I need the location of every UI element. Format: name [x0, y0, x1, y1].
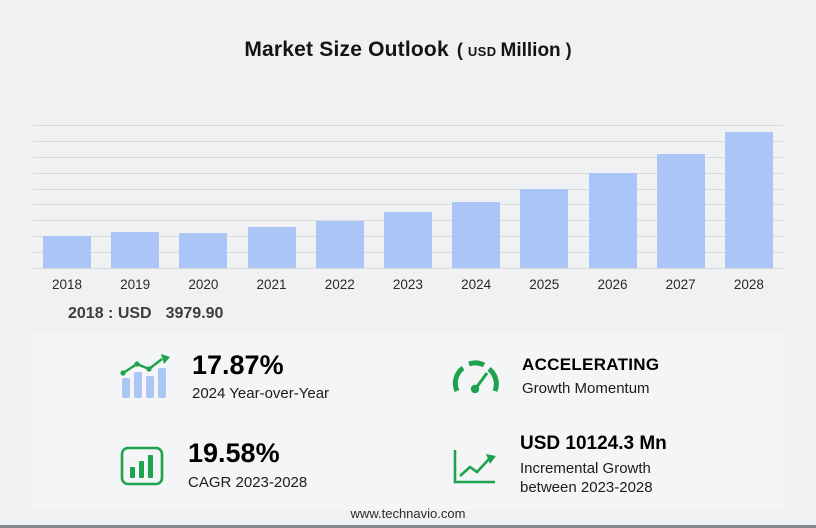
x-axis-label-2026: 2026 — [597, 277, 628, 292]
x-axis-label-2022: 2022 — [324, 277, 355, 292]
base-year-value: 3979.90 — [165, 305, 224, 322]
x-axis-label-2025: 2025 — [529, 277, 560, 292]
stat-value-momentum: ACCELERATING — [522, 355, 660, 375]
line-growth-icon — [450, 445, 498, 487]
gridline — [33, 156, 783, 158]
chart-board-icon — [118, 444, 166, 488]
x-axis-labels: 2018 2019 2020 2021 2022 2023 2024 2025 2026 2027… — [43, 277, 773, 292]
gridline — [33, 268, 783, 269]
chart-title-main: Market Size Outlook — [244, 38, 449, 61]
stats-panel: 17.87% 2024 Year-over-Year ACCELERATING … — [33, 333, 783, 510]
unit-currency: USD — [467, 44, 497, 59]
base-year-label: 2018 : USD — [68, 305, 152, 322]
gridline — [33, 140, 783, 142]
bar-growth-icon — [118, 354, 170, 400]
bar-2028 — [724, 131, 773, 268]
stat-value-incremental: USD 10124.3 Mn — [520, 432, 667, 454]
bar-2027 — [656, 154, 705, 268]
stat-label-momentum: Growth Momentum — [522, 379, 650, 397]
stat-cagr: 19.58% CAGR 2023-2028 — [33, 422, 408, 511]
stat-text: USD 10124.3 Mn Incremental Growth betwee… — [520, 432, 705, 498]
stat-text: ACCELERATING Growth Momentum — [522, 355, 660, 398]
bar-2021 — [247, 227, 296, 268]
x-axis-label-2019: 2019 — [120, 277, 151, 292]
stat-label-cagr: CAGR 2023-2028 — [188, 473, 308, 491]
stat-momentum: ACCELERATING Growth Momentum — [408, 333, 783, 422]
gridline — [33, 188, 783, 190]
gridline — [33, 204, 783, 206]
unit-close-paren: ) — [565, 40, 572, 60]
stat-text: 17.87% 2024 Year-over-Year — [192, 349, 330, 404]
stat-label-incremental: Incremental Growth between 2023-2028 — [520, 459, 653, 497]
x-axis-label-2020: 2020 — [188, 277, 219, 292]
bar-2025 — [520, 188, 569, 268]
speedometer-icon — [450, 356, 500, 398]
chart-title: Market Size Outlook ( USD Million) — [0, 38, 816, 62]
unit-label: Million — [500, 40, 561, 61]
x-axis-label-2024: 2024 — [461, 277, 492, 292]
bar-2023 — [383, 212, 432, 268]
stat-text: 19.58% CAGR 2023-2028 — [188, 438, 308, 492]
bottom-rule — [0, 525, 816, 528]
bar-2020 — [179, 232, 228, 268]
website-url: www.technavio.com — [350, 506, 466, 521]
chart-title-unit: ( USD Million) — [456, 40, 572, 61]
x-axis-label-2028: 2028 — [733, 277, 764, 292]
bar-2022 — [315, 221, 364, 268]
stat-label-yoy: 2024 Year-over-Year — [192, 385, 330, 403]
stat-incremental-growth: USD 10124.3 Mn Incremental Growth betwee… — [408, 422, 783, 511]
bar-2019 — [111, 232, 160, 268]
base-year-annotation: 2018 : USD 3979.90 — [68, 305, 223, 323]
stat-value-cagr: 19.58% — [188, 438, 280, 469]
x-axis-label-2027: 2027 — [665, 277, 696, 292]
gridline — [33, 125, 783, 126]
bar-2026 — [588, 172, 637, 268]
unit-open-paren: ( — [456, 40, 463, 60]
bars — [43, 125, 773, 268]
gridline — [33, 172, 783, 174]
x-axis-label-2018: 2018 — [51, 277, 83, 292]
bar-chart: 2018 2019 2020 2021 2022 2023 2024 2025 2026 2027… — [33, 125, 783, 292]
stat-value-yoy: 17.87% — [192, 349, 284, 380]
bar-2024 — [452, 202, 501, 268]
bar-2018 — [43, 236, 91, 268]
x-axis-label-2023: 2023 — [392, 277, 423, 292]
x-axis-label-2021: 2021 — [256, 277, 287, 292]
stat-year-over-year: 17.87% 2024 Year-over-Year — [33, 333, 408, 422]
